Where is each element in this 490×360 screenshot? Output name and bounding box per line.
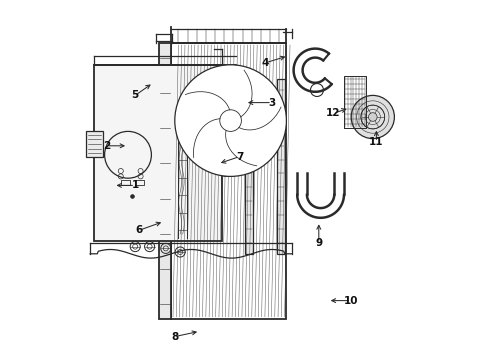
Text: 7: 7 <box>236 152 244 162</box>
Bar <box>171 43 286 319</box>
Circle shape <box>368 113 377 121</box>
Text: 6: 6 <box>135 225 143 235</box>
Bar <box>277 79 285 254</box>
Text: 12: 12 <box>326 108 341 118</box>
Bar <box>245 79 253 254</box>
Circle shape <box>351 95 394 139</box>
Bar <box>159 43 171 319</box>
Text: 9: 9 <box>315 238 322 248</box>
Bar <box>86 131 103 157</box>
Text: 3: 3 <box>269 98 275 108</box>
Circle shape <box>361 105 385 129</box>
Text: 2: 2 <box>103 141 110 151</box>
Bar <box>121 180 130 185</box>
Text: 5: 5 <box>132 90 139 100</box>
Circle shape <box>104 131 151 178</box>
Text: 11: 11 <box>369 137 384 147</box>
Circle shape <box>175 65 286 176</box>
Text: 10: 10 <box>344 296 359 306</box>
Text: 4: 4 <box>261 58 269 68</box>
Text: 8: 8 <box>171 332 178 342</box>
Text: 1: 1 <box>132 180 139 190</box>
Bar <box>135 180 144 185</box>
Bar <box>94 65 221 241</box>
